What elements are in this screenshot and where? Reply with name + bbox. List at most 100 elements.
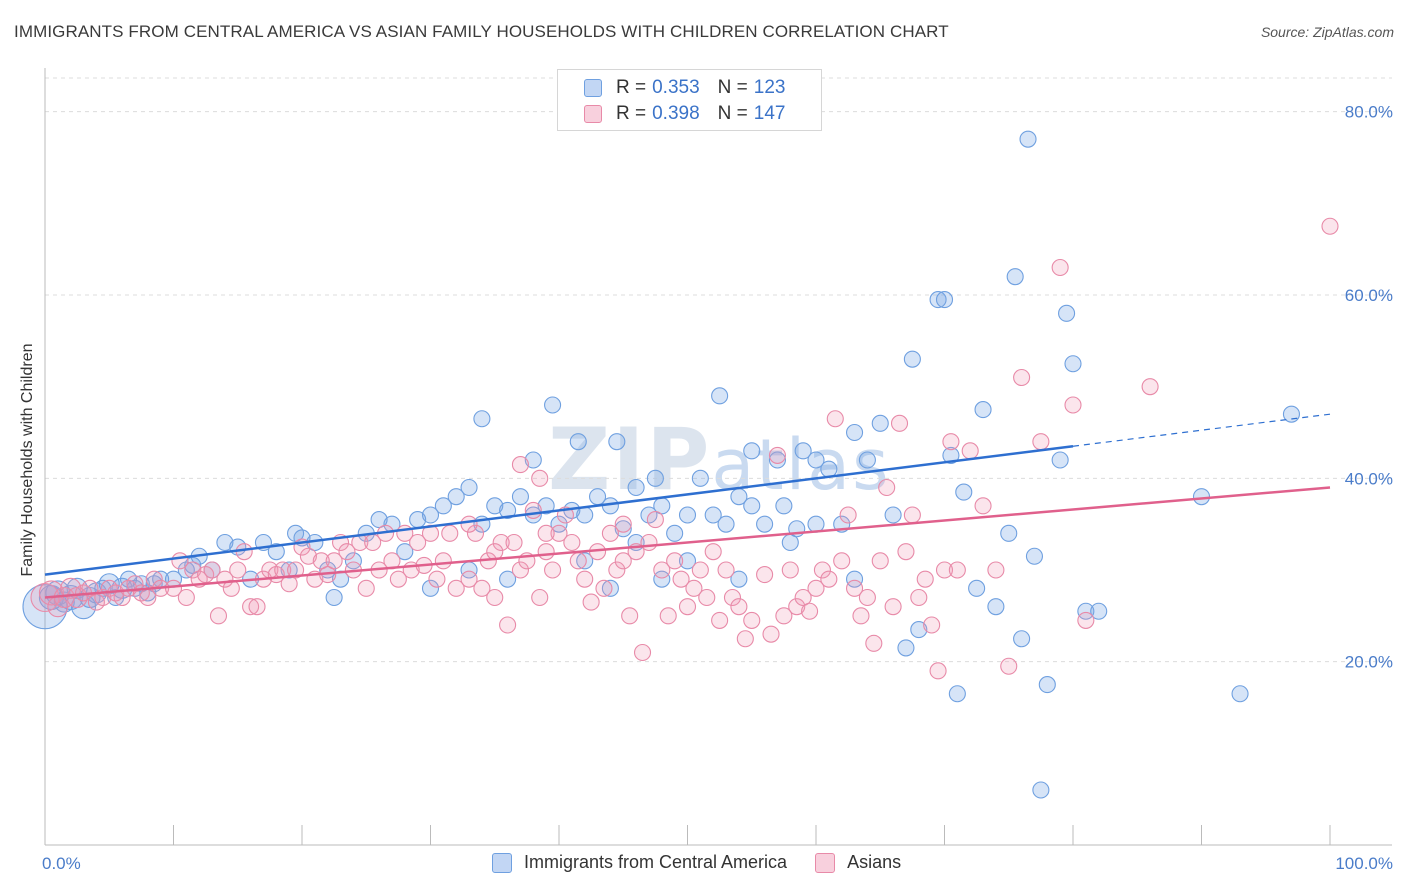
data-point [576,552,594,570]
data-point [974,497,992,515]
data-point [209,607,228,625]
data-point [756,515,774,533]
data-point [685,579,703,597]
data-point [878,478,896,497]
legend-item-immigrants[interactable]: Immigrants from Central America [492,852,787,873]
data-point [890,414,909,432]
trend-line-immigrants-extension [1072,413,1331,447]
data-point [1013,630,1031,648]
data-point [1077,602,1095,620]
data-point [788,598,806,616]
data-point [177,588,195,607]
data-point [935,561,954,579]
data-point [511,488,530,506]
data-point [389,570,407,588]
data-point [704,506,722,524]
data-point [614,552,632,570]
data-point [948,561,966,579]
data-point [531,469,549,487]
data-point [948,685,966,703]
data-point [910,621,928,639]
data-point [524,501,542,519]
data-point [576,506,594,524]
data-point [1321,217,1339,235]
data-point [678,506,697,524]
data-point [871,414,889,432]
legend-item-asians[interactable]: Asians [815,852,901,873]
data-point [730,570,748,588]
data-point [640,533,658,552]
y-axis-title: Family Households with Children [19,344,36,577]
data-point [858,451,876,469]
data-point [537,524,555,542]
data-point [736,630,754,648]
data-point [576,570,594,588]
data-point [935,291,954,309]
data-point [691,561,709,579]
data-point [466,524,485,542]
trend-lines [44,413,1331,599]
data-point [961,442,979,460]
series-asians-points [30,217,1339,680]
data-point [756,566,774,584]
data-point [1019,130,1037,148]
data-point [492,533,510,552]
data-point [633,643,652,662]
data-point [357,579,375,597]
data-point [775,497,793,515]
data-point [1231,685,1249,703]
data-point [858,588,876,607]
data-point [852,607,870,625]
data-point [730,598,748,616]
data-point [762,625,780,643]
data-point [447,488,465,506]
data-point [511,456,530,474]
data-point [987,561,1005,579]
data-point [287,561,305,579]
data-point [1192,488,1211,506]
data-point [691,469,709,487]
correlation-legend: R = 0.353 N = 123 R = 0.398 N = 147 [557,69,822,131]
legend-r-label: R = [616,103,647,124]
legend-r-value: 0.353 [652,77,700,98]
data-point [608,433,626,451]
data-point [775,607,793,625]
data-point [1077,611,1095,629]
legend-n-label: N = [717,77,748,98]
data-point [974,401,992,419]
data-point [126,575,144,593]
legend-label-asians: Asians [847,852,902,872]
data-point [666,524,684,542]
data-point [505,533,523,552]
data-point [839,506,857,524]
data-point [711,387,729,405]
trend-line-asians [44,486,1331,599]
data-point [698,588,716,607]
legend-n-value: 147 [753,103,786,124]
data-point [942,446,960,464]
data-point [897,543,915,561]
data-point [531,588,549,607]
data-point [299,547,317,565]
data-point [537,497,555,515]
data-point [845,423,864,442]
data-point [550,515,568,533]
data-point [653,570,671,588]
data-point [865,634,883,652]
legend-r-value: 0.398 [652,103,700,124]
data-point [1006,268,1024,286]
data-point [929,291,947,309]
watermark: ZIPatlas [548,410,891,510]
legend-swatch-pink [584,105,602,123]
data-point [563,533,581,552]
data-point [280,561,298,579]
data-point [184,561,202,579]
data-point [781,561,799,579]
data-point [614,515,632,533]
data-point [608,561,626,579]
data-point [267,543,285,561]
data-point [216,533,234,552]
data-point [1141,378,1159,396]
data-point [550,524,568,542]
y-tick-label: 40.0% [1345,469,1393,488]
